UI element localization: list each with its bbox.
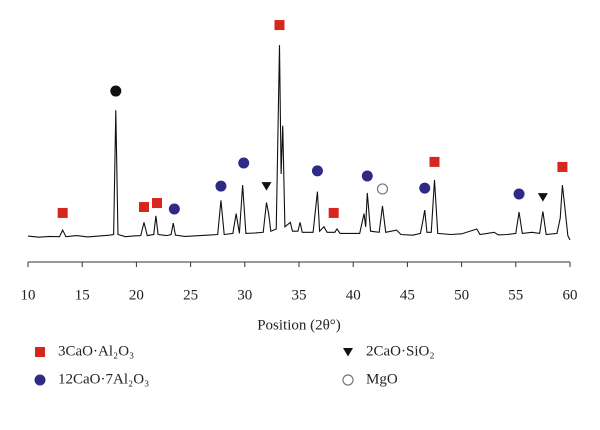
marker (429, 156, 440, 167)
marker (311, 165, 323, 177)
marker (261, 182, 272, 191)
marker (376, 183, 389, 195)
marker (138, 202, 149, 212)
marker (168, 203, 180, 215)
x-tick-label: 60 (563, 287, 578, 303)
legend-label: 2CaO·SiO₂ (366, 343, 435, 359)
legend-marker (34, 374, 46, 386)
x-tick-label: 10 (21, 287, 36, 303)
x-tick-label: 45 (400, 287, 415, 303)
x-axis-label: Position (2θ°) (257, 317, 341, 333)
x-tick-label: 20 (129, 287, 144, 303)
marker (328, 207, 339, 218)
marker (557, 161, 568, 172)
legend-label: 3CaO·Al₂O₃ (58, 343, 134, 359)
marker (110, 85, 122, 97)
marker (274, 20, 285, 31)
marker (151, 198, 162, 209)
legend-label: MgO (366, 371, 398, 387)
marker (419, 182, 431, 194)
marker (215, 180, 227, 192)
legend-marker (343, 348, 353, 357)
marker (513, 188, 525, 200)
marker (238, 157, 250, 169)
diffraction-pattern (27, 45, 571, 241)
x-tick-label: 15 (75, 287, 90, 303)
x-tick-label: 55 (508, 287, 523, 303)
legend-marker (342, 374, 354, 386)
x-tick-label: 50 (454, 287, 469, 303)
x-tick-label: 40 (346, 287, 361, 303)
legend-marker (35, 347, 45, 357)
x-tick-label: 25 (183, 287, 198, 303)
x-tick-label: 35 (292, 287, 307, 303)
x-tick-label: 30 (237, 287, 252, 303)
marker (57, 207, 68, 218)
marker (361, 170, 373, 182)
legend-label: 12CaO·7Al₂O₃ (58, 371, 149, 387)
marker (537, 193, 548, 202)
